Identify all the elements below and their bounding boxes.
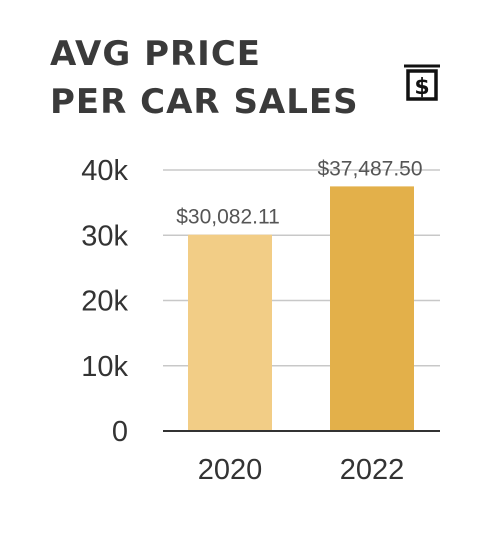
data-label: $30,082.11 [176, 206, 280, 229]
bar [330, 186, 414, 431]
y-tick-label: 0 [112, 416, 128, 448]
chart-title-line-2: PER CAR SALES [50, 82, 359, 122]
y-tick-label: 40k [81, 155, 128, 187]
y-tick-label: 30k [81, 220, 128, 252]
x-tick-label: 2022 [340, 454, 405, 486]
bar [188, 234, 272, 431]
data-label: $37,487.50 [317, 157, 422, 180]
chart-title: AVG PRICE PER CAR SALES [50, 30, 359, 126]
y-tick-label: 20k [81, 286, 128, 318]
y-tick-label: 10k [81, 351, 128, 383]
chart-title-line-1: AVG PRICE [50, 34, 261, 74]
svg-text:$: $ [414, 75, 429, 100]
dollar-receipt-icon: $ [404, 64, 440, 101]
x-tick-label: 2020 [198, 454, 263, 486]
